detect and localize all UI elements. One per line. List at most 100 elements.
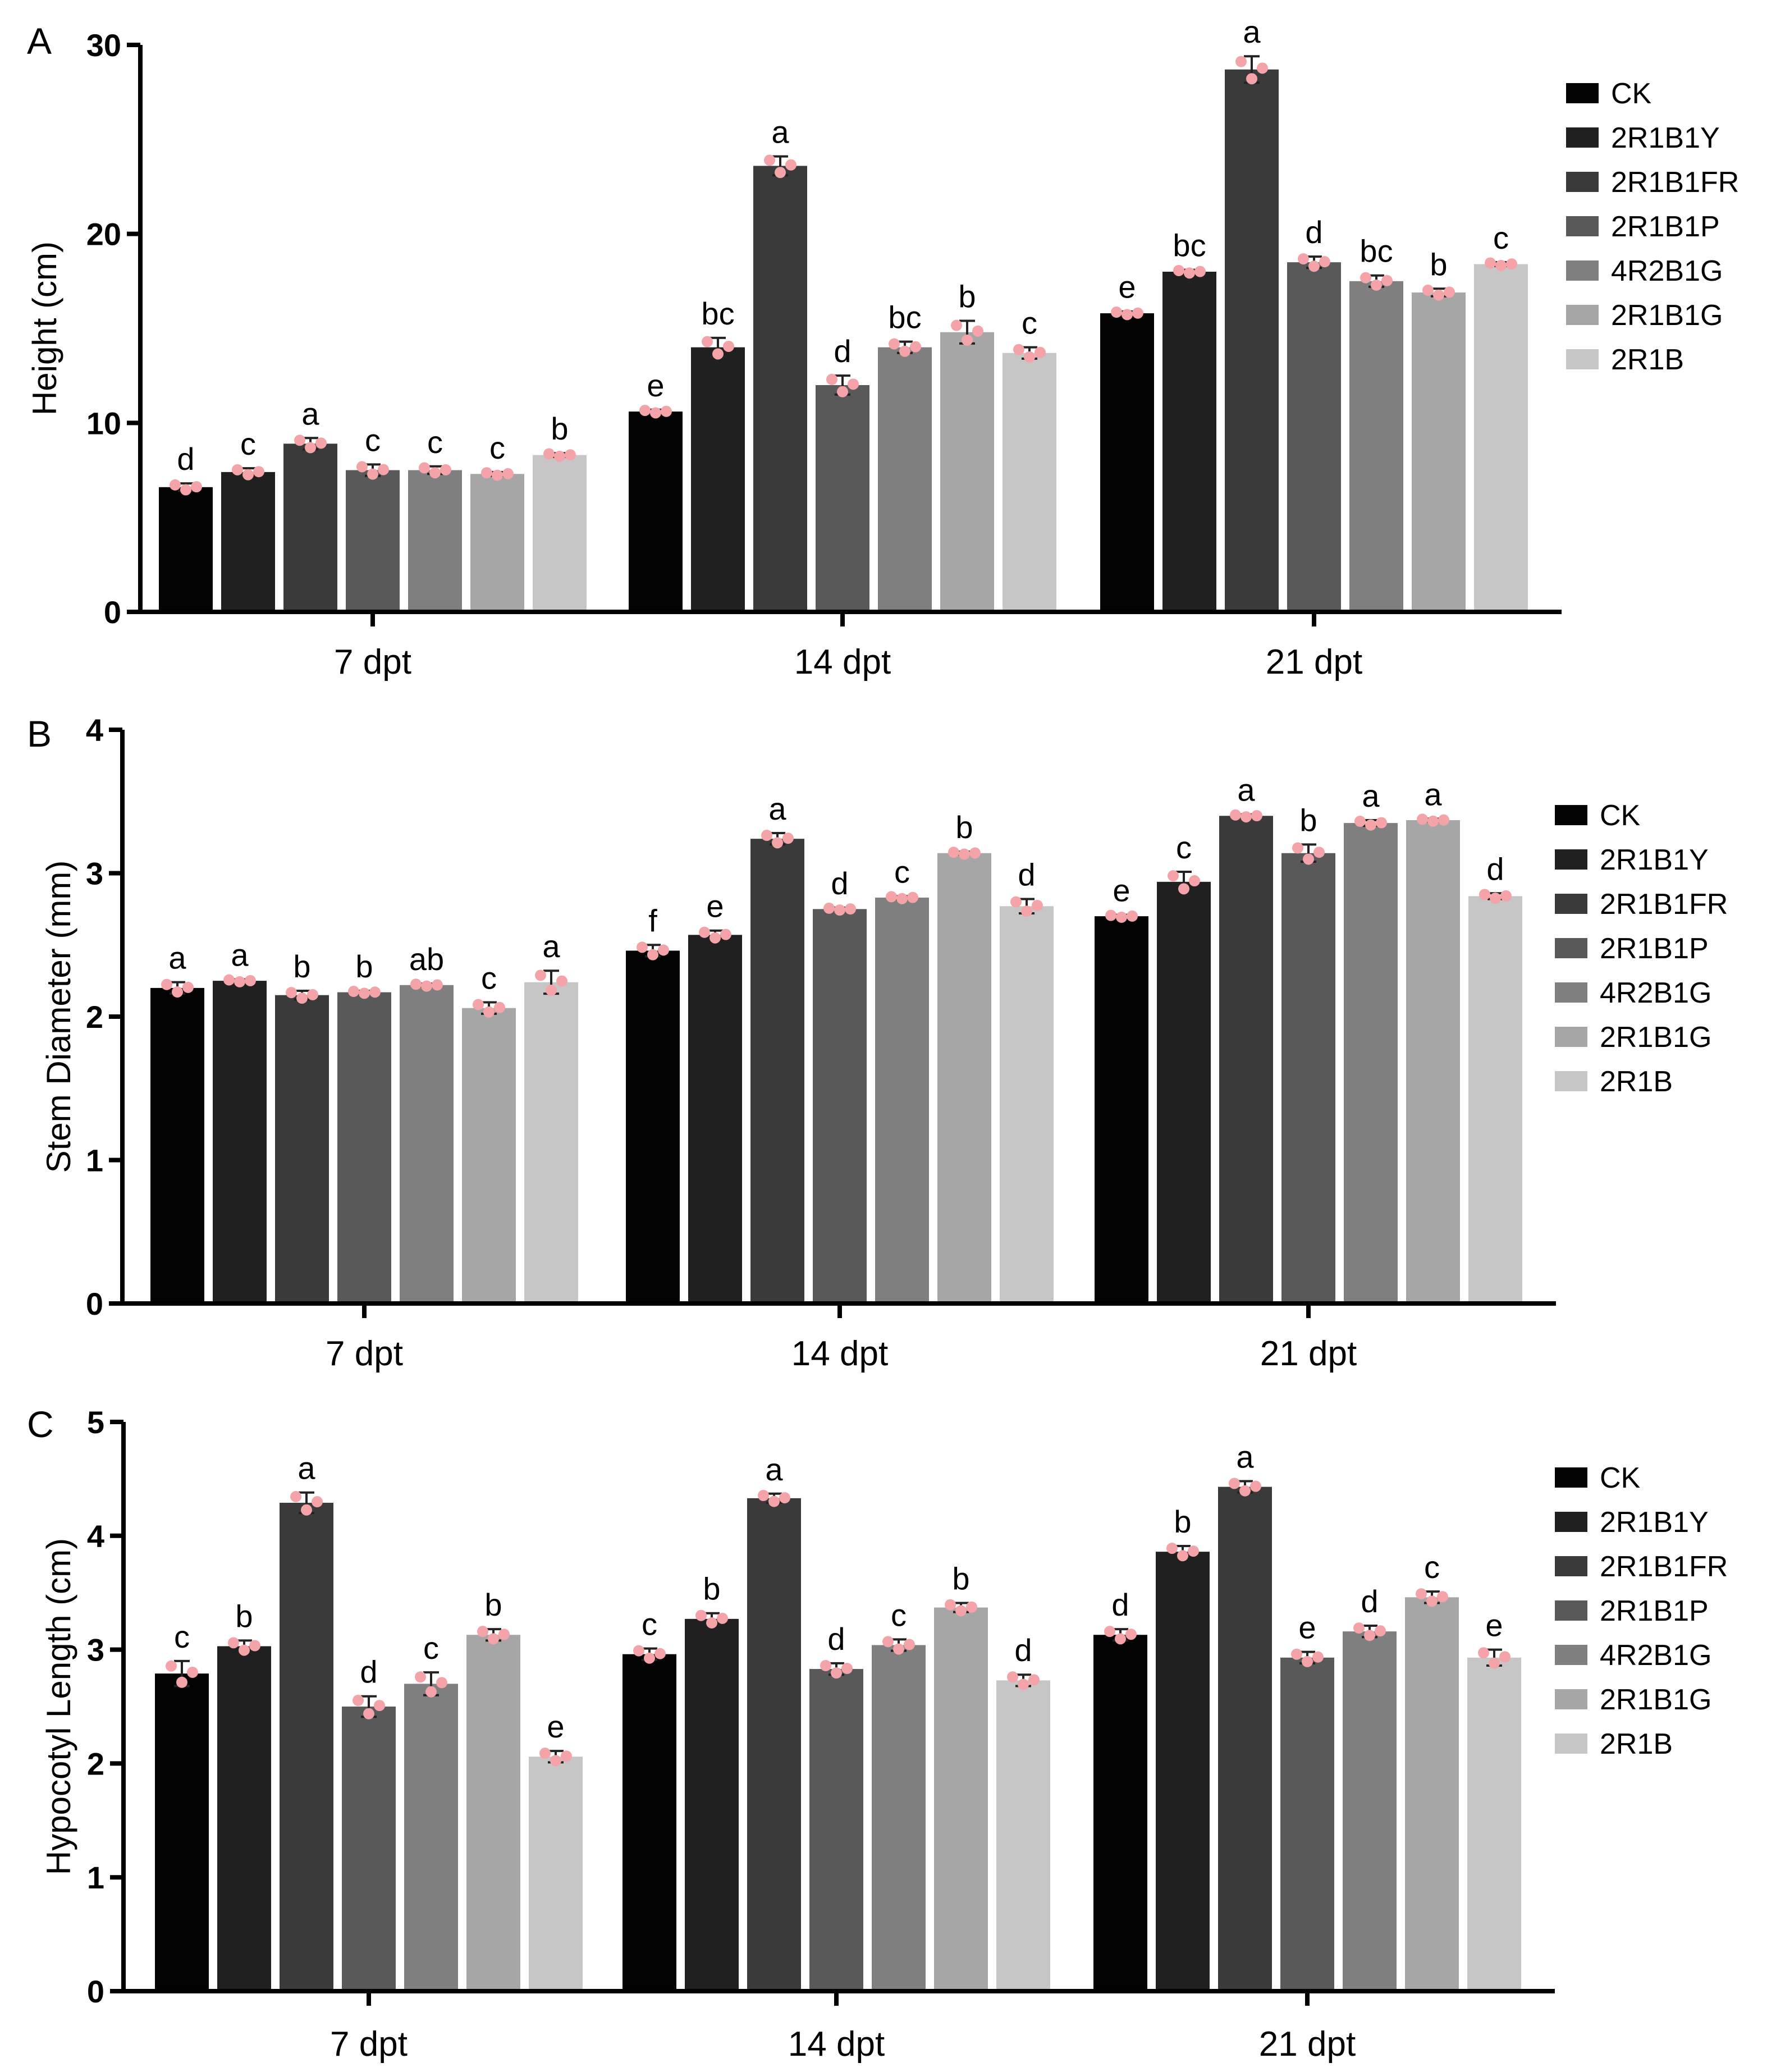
legend-swatch <box>1566 172 1599 192</box>
significance-letter: b <box>1299 802 1317 838</box>
replicate-dot <box>1188 1545 1199 1557</box>
bar <box>626 950 680 1303</box>
replicate-dot <box>1246 73 1257 85</box>
replicate-dot <box>654 1648 666 1659</box>
x-category-label: 14 dpt <box>788 2025 885 2064</box>
significance-letter: d <box>1018 857 1035 892</box>
replicate-dot <box>1024 351 1035 363</box>
bar <box>747 1498 801 1991</box>
y-axis-title: Height (cm) <box>26 241 63 415</box>
bar <box>337 992 391 1303</box>
bar <box>691 347 745 612</box>
significance-letter: d <box>827 1621 845 1657</box>
significance-letter: ab <box>409 941 444 977</box>
bar <box>1281 853 1335 1303</box>
replicate-dot <box>180 484 191 496</box>
significance-letter: a <box>168 940 186 976</box>
replicate-dot <box>945 1599 956 1611</box>
legend-label: 2R1B1FR <box>1600 888 1728 921</box>
bar <box>1003 353 1056 612</box>
replicate-dot <box>223 974 235 986</box>
bar <box>155 1673 209 1991</box>
y-tick-label: 5 <box>87 1405 104 1440</box>
replicate-dot <box>904 1639 915 1650</box>
legend-label: 2R1B1Y <box>1600 1506 1709 1539</box>
replicate-dot <box>706 1617 717 1629</box>
replicate-dot <box>1485 257 1496 269</box>
significance-letter: a <box>765 1452 783 1487</box>
replicate-dot <box>959 848 970 860</box>
bar <box>275 995 329 1303</box>
replicate-dot <box>305 442 316 454</box>
significance-letter: bc <box>888 300 921 335</box>
replicate-dot <box>723 340 734 352</box>
replicate-dot <box>848 378 859 390</box>
bar <box>1095 916 1148 1303</box>
legend-swatch <box>1555 1733 1587 1754</box>
replicate-dot <box>972 325 983 337</box>
replicate-dot <box>242 469 254 481</box>
replicate-dot <box>1184 267 1195 279</box>
replicate-dot <box>826 373 837 385</box>
replicate-dot <box>187 1666 198 1678</box>
y-axis-title: Stem Diameter (mm) <box>40 861 77 1173</box>
bar <box>1344 823 1398 1303</box>
replicate-dot <box>761 830 772 841</box>
bar <box>283 443 337 612</box>
replicate-dot <box>1111 307 1122 318</box>
significance-letter: bc <box>1360 234 1393 269</box>
significance-letter: bc <box>1173 228 1206 263</box>
replicate-dot <box>820 1659 831 1671</box>
replicate-dot <box>658 944 669 956</box>
bar <box>878 347 932 612</box>
significance-letter: d <box>1486 851 1504 886</box>
legend-label: 2R1B1Y <box>1600 844 1709 876</box>
replicate-dot <box>841 1663 853 1675</box>
panel-letter: B <box>27 713 52 754</box>
replicate-dot <box>1319 256 1330 268</box>
bar <box>400 985 454 1303</box>
replicate-dot <box>1444 286 1455 298</box>
replicate-dot <box>539 1748 551 1759</box>
y-tick-label: 1 <box>87 1860 104 1895</box>
y-axis-title: Hypocotyl Length (cm) <box>40 1538 77 1875</box>
replicate-dot <box>182 981 194 993</box>
legend: CK 2R1B1Y 2R1B1FR 2R1B1P 4R2B1G 2R1B1G 2R1B <box>1566 77 1739 376</box>
significance-letter: c <box>489 430 505 465</box>
replicate-dot <box>1500 890 1512 902</box>
legend-swatch <box>1555 849 1587 870</box>
replicate-dot <box>554 450 565 462</box>
replicate-dot <box>831 1667 842 1679</box>
legend-swatch <box>1555 982 1587 1003</box>
replicate-dot <box>161 978 172 990</box>
significance-letter: c <box>423 1630 439 1666</box>
bar <box>872 1645 926 1991</box>
significance-letter: b <box>235 1598 253 1634</box>
replicate-dot <box>290 1491 301 1503</box>
replicate-dot <box>315 437 327 449</box>
replicate-dot <box>1035 346 1046 358</box>
replicate-dot <box>312 1496 323 1508</box>
replicate-dot <box>1426 1595 1438 1607</box>
replicate-dot <box>882 1636 894 1648</box>
bar <box>940 332 994 612</box>
replicate-dot <box>367 468 378 480</box>
bar <box>753 166 807 612</box>
replicate-dot <box>1495 259 1507 271</box>
replicate-dot <box>1291 1648 1302 1660</box>
replicate-dot <box>1298 253 1309 265</box>
bar <box>217 1646 271 1991</box>
bar <box>1000 906 1054 1303</box>
replicate-dot <box>1125 1629 1137 1640</box>
bar <box>346 470 400 612</box>
bar <box>529 1757 583 1991</box>
replicate-dot <box>421 980 432 992</box>
replicate-dot <box>712 348 724 360</box>
replicate-dot <box>249 1640 260 1652</box>
replicate-dot <box>1241 811 1252 823</box>
replicate-dot <box>785 159 797 171</box>
replicate-dot <box>1354 816 1366 827</box>
bar <box>533 455 587 612</box>
replicate-dot <box>647 949 658 960</box>
replicate-dot <box>1365 819 1376 831</box>
